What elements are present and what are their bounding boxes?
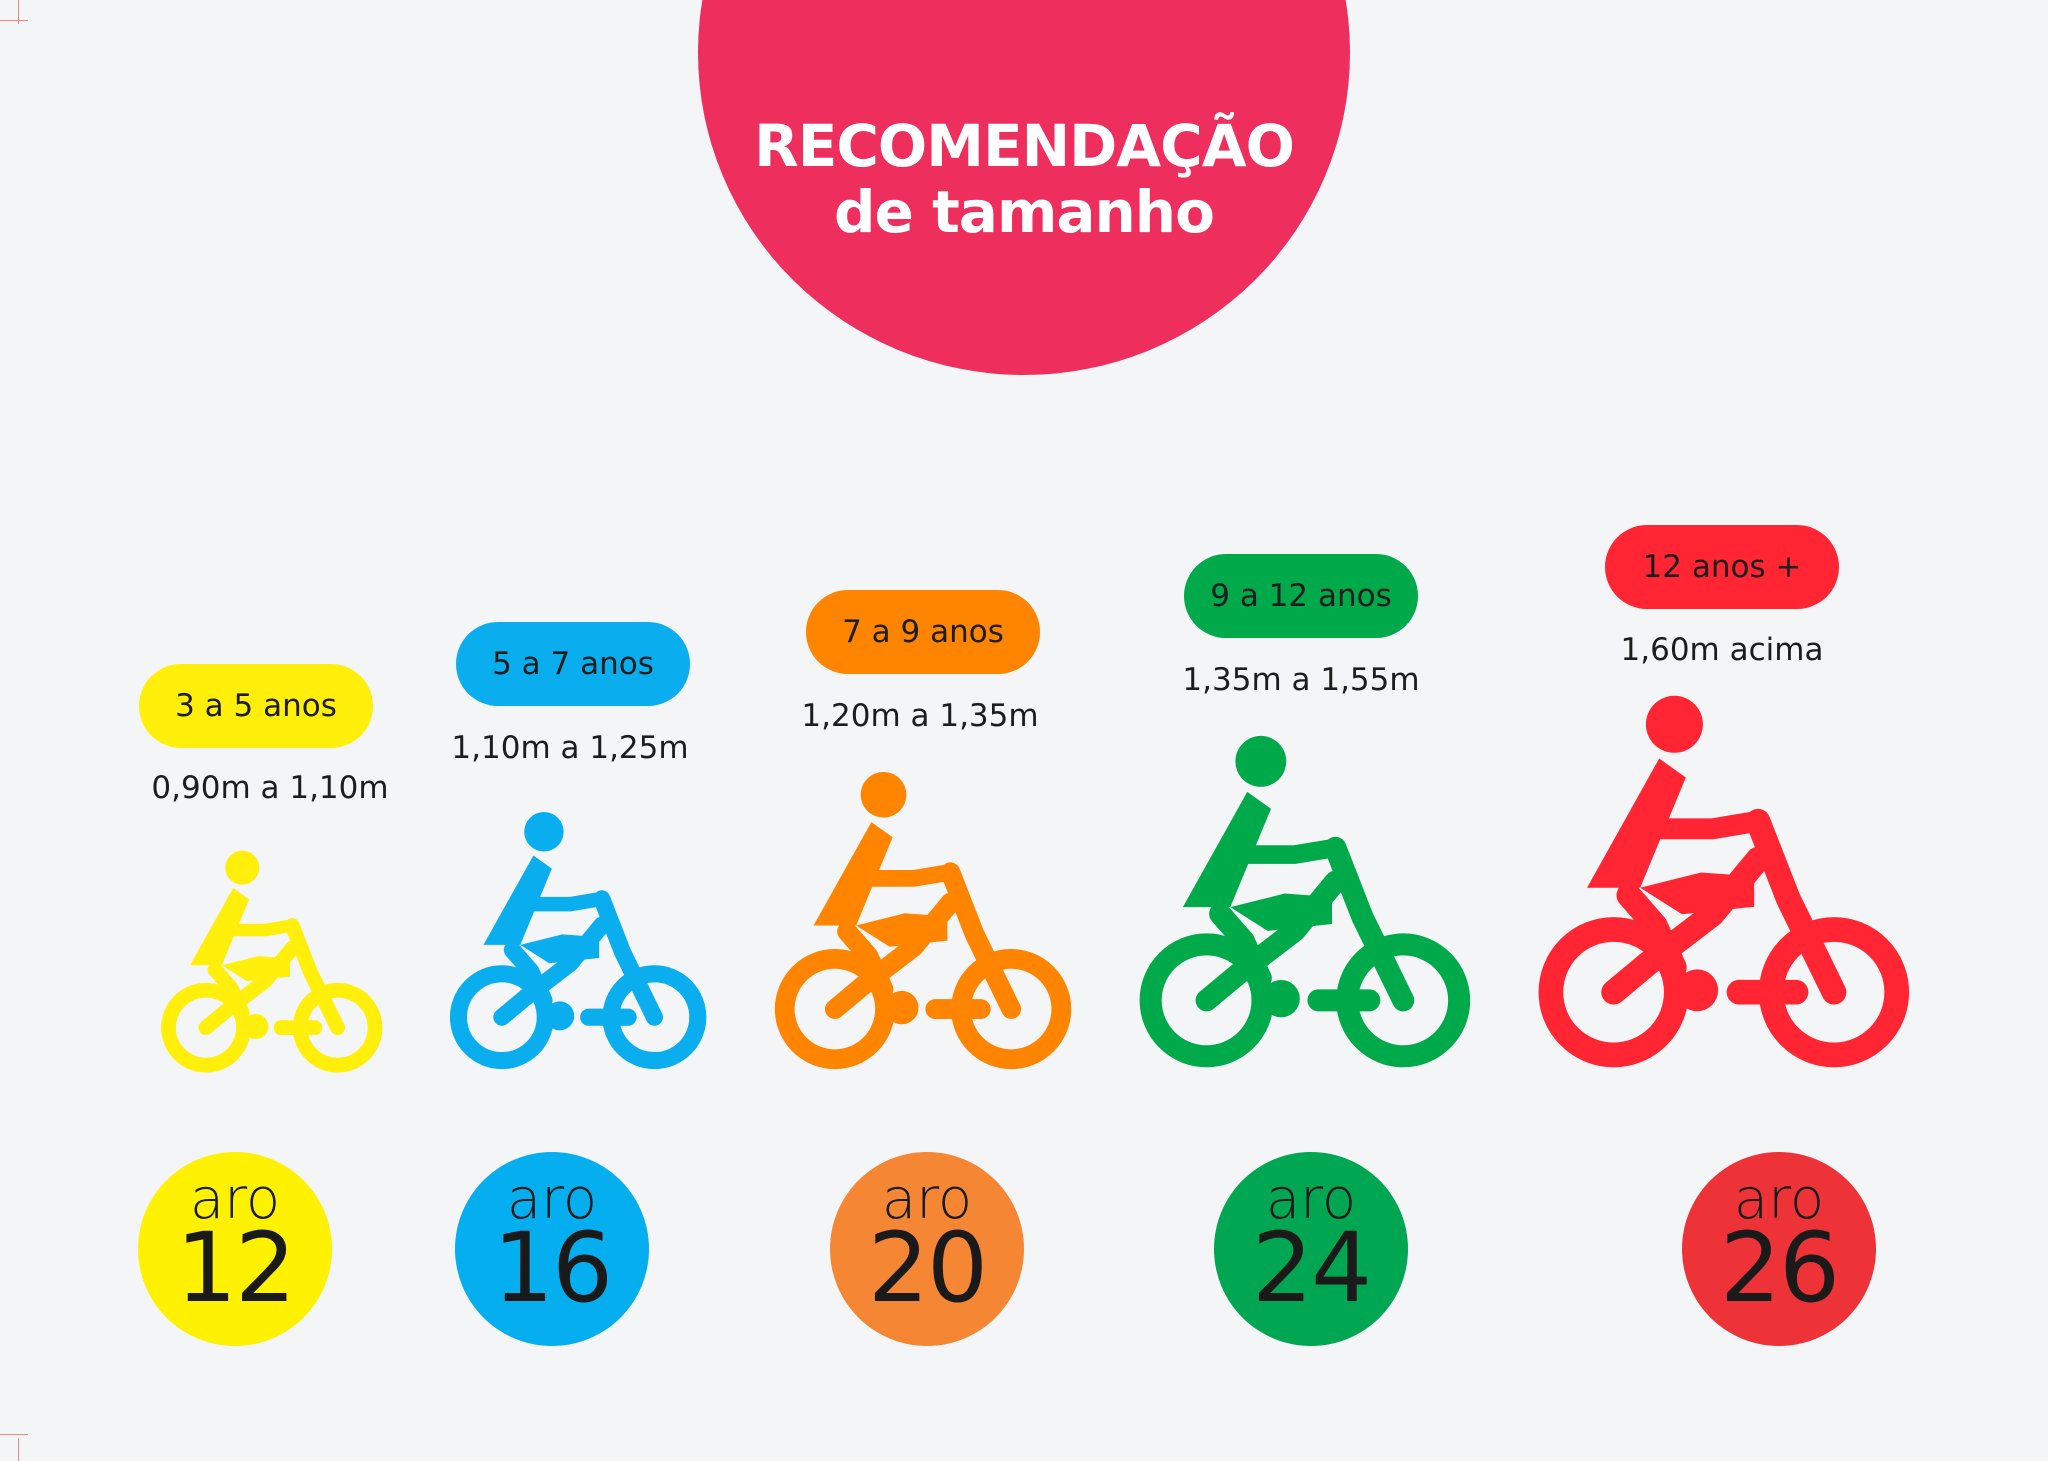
rider-fill-group-aro-16	[483, 812, 600, 1031]
size-circle-aro-16: aro 16	[455, 1152, 649, 1346]
height-label-aro-26: 1,60m acima	[1620, 632, 1824, 668]
rider-fill-group-aro-24	[1182, 735, 1333, 1018]
child-bike-icon	[774, 771, 1072, 1070]
size-circle-aro-20: aro 20	[830, 1152, 1024, 1346]
crop-mark-bottom-left-v	[18, 1438, 19, 1461]
size-word: aro	[1265, 1167, 1357, 1232]
rider-fill-group-aro-12	[190, 850, 290, 1040]
crop-mark-top-left-v	[18, 0, 19, 24]
crop-mark-top-left-h	[0, 20, 28, 21]
child-bike-icon	[161, 850, 383, 1073]
age-pill-aro-12: 3 a 5 anos	[139, 664, 373, 748]
size-word: aro	[506, 1167, 598, 1232]
age-pill-aro-16: 5 a 7 anos	[456, 622, 690, 706]
age-pill-aro-20: 7 a 9 anos	[806, 590, 1040, 674]
rim-size-number: 16	[492, 1212, 613, 1324]
rim-size-number: 20	[867, 1212, 988, 1324]
age-pill-aro-26: 12 anos +	[1605, 525, 1839, 609]
bike-stroke-group-aro-20	[774, 862, 1072, 1070]
title-line-2: de tamanho	[834, 178, 1215, 246]
size-word: aro	[1733, 1167, 1825, 1232]
rider-fill-group-aro-26	[1587, 695, 1755, 1012]
title-line-1: RECOMENDAÇÃO	[754, 112, 1295, 180]
adult-bike-icon	[1538, 695, 1910, 1068]
child-bike-icon	[1139, 735, 1471, 1068]
size-circle-aro-24: aro 24	[1214, 1152, 1408, 1346]
bike-stroke-group-aro-12	[161, 918, 383, 1073]
height-label-aro-24: 1,35m a 1,55m	[1182, 662, 1420, 698]
rim-size-number: 12	[175, 1212, 296, 1324]
bike-stroke-group-aro-26	[1538, 808, 1910, 1068]
age-pill-aro-24: 9 a 12 anos	[1184, 554, 1418, 638]
size-word: aro	[189, 1167, 281, 1232]
bike-stroke-group-aro-16	[449, 890, 707, 1070]
size-word: aro	[881, 1167, 973, 1232]
child-bike-icon	[449, 812, 707, 1070]
bike-stroke-group-aro-24	[1139, 836, 1471, 1068]
height-label-aro-20: 1,20m a 1,35m	[801, 698, 1039, 734]
rider-fill-group-aro-20	[813, 771, 948, 1025]
size-circle-aro-26: aro 26	[1682, 1152, 1876, 1346]
rim-size-number: 26	[1719, 1212, 1840, 1324]
size-circle-aro-12: aro 12	[138, 1152, 332, 1346]
height-label-aro-16: 1,10m a 1,25m	[451, 730, 689, 766]
height-label-aro-12: 0,90m a 1,10m	[151, 770, 389, 806]
rim-size-number: 24	[1251, 1212, 1372, 1324]
crop-mark-bottom-left-h	[0, 1434, 28, 1435]
